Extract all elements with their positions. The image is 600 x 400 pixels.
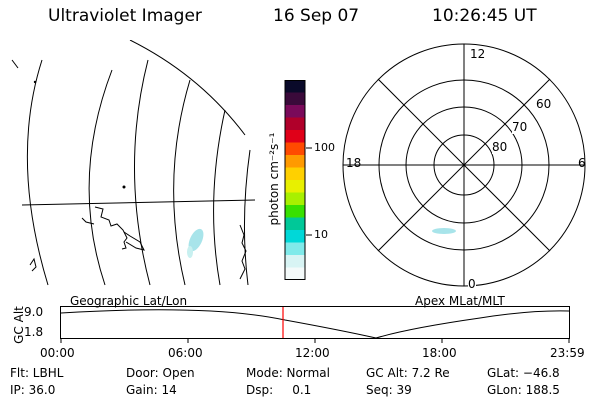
- info-gc-alt: GC Alt: 7.2 Re: [366, 366, 450, 380]
- polar-diagonal: [377, 78, 551, 252]
- info-gain: Gain: 14: [126, 383, 177, 397]
- polar-plot: [342, 43, 586, 287]
- map-parallel-line: [129, 40, 246, 136]
- map-dot: [33, 80, 37, 84]
- mlt-label-18: 18: [346, 156, 362, 170]
- colorbar-segment: [285, 142, 305, 156]
- map-coastline: [123, 231, 145, 251]
- time-tick-2359: 23:59: [550, 346, 585, 360]
- map-meridian-line: [26, 59, 49, 286]
- info-ip: IP: 36.0: [10, 383, 56, 397]
- time-tick-0600: 06:00: [168, 346, 203, 360]
- time-tick-0000: 00:00: [40, 346, 75, 360]
- colorbar-segment: [285, 105, 305, 118]
- colorbar-segment: [285, 230, 305, 243]
- aurora-emission: [432, 228, 456, 234]
- color-scale-ticks: [306, 147, 312, 236]
- colorbar-unit-label: photon cm⁻²s⁻¹: [267, 132, 281, 226]
- info-flt: Flt: LBHL: [10, 366, 64, 380]
- map-horizontal-line: [21, 199, 255, 206]
- info-door: Door: Open: [126, 366, 195, 380]
- colorbar-segment: [285, 167, 305, 181]
- mlt-label-12: 12: [470, 47, 486, 61]
- color-scale-bar: [284, 80, 306, 280]
- map-meridian-line: [134, 59, 151, 286]
- colorbar-segment: [285, 80, 305, 93]
- colorbar-segment: [285, 205, 305, 218]
- mlt-label-6: 6: [578, 156, 586, 170]
- geo-map-label: Geographic Lat/Lon: [70, 294, 188, 308]
- colorbar-segment: [285, 117, 305, 131]
- alt-tick-9: 9.0: [24, 305, 44, 319]
- colorbar-segment: [285, 130, 305, 143]
- map-coastline: [11, 59, 19, 69]
- colorbar-segment: [285, 267, 305, 280]
- colorbar-tick-10: 10: [314, 228, 328, 241]
- info-dsp: Dsp: 0.1: [246, 383, 312, 397]
- info-glat: GLat: −46.8: [487, 366, 560, 380]
- mlt-label-0: 0: [468, 277, 476, 291]
- info-seq: Seq: 39: [366, 383, 412, 397]
- colorbar-segment: [285, 242, 305, 256]
- map-meridian-line: [88, 69, 113, 286]
- altitude-curve: [60, 309, 570, 339]
- aurora-emission: [188, 228, 204, 252]
- colorbar-segment: [285, 155, 305, 168]
- colorbar-segment: [285, 217, 305, 231]
- map-meridian-line: [173, 79, 191, 286]
- map-coastline: [29, 257, 37, 272]
- altitude-plot: [60, 306, 570, 343]
- altitude-plot-frame: [60, 306, 570, 339]
- time-tick-1200: 12:00: [295, 346, 330, 360]
- map-meridian-line: [213, 109, 226, 286]
- time-label: 10:26:45 UT: [432, 6, 537, 26]
- info-glon: GLon: 188.5: [487, 383, 560, 397]
- map-coastline: [239, 224, 247, 280]
- polar-plot-label: Apex MLat/MLT: [415, 294, 505, 308]
- geographic-map: [11, 40, 255, 286]
- map-coastline: [81, 217, 95, 225]
- colorbar-tick-100: 100: [314, 141, 335, 154]
- map-dot: [122, 185, 126, 189]
- colorbar-segment: [285, 92, 305, 106]
- date-label: 16 Sep 07: [273, 6, 360, 26]
- instrument-title: Ultraviolet Imager: [48, 6, 202, 26]
- mlat-label-60: 60: [536, 97, 552, 111]
- colorbar-frame: [284, 80, 306, 280]
- colorbar-segment: [285, 192, 305, 206]
- colorbar-segment: [285, 180, 305, 193]
- mlat-label-70: 70: [512, 120, 528, 134]
- aurora-emission: [187, 246, 193, 258]
- info-mode: Mode: Normal: [246, 366, 330, 380]
- map-meridian-line: [243, 149, 251, 286]
- time-tick-1800: 18:00: [422, 346, 457, 360]
- mlat-label-80: 80: [492, 140, 508, 154]
- map-coastline: [94, 206, 128, 250]
- colorbar-segment: [285, 255, 305, 268]
- alt-tick-1-8: 1.8: [24, 325, 44, 339]
